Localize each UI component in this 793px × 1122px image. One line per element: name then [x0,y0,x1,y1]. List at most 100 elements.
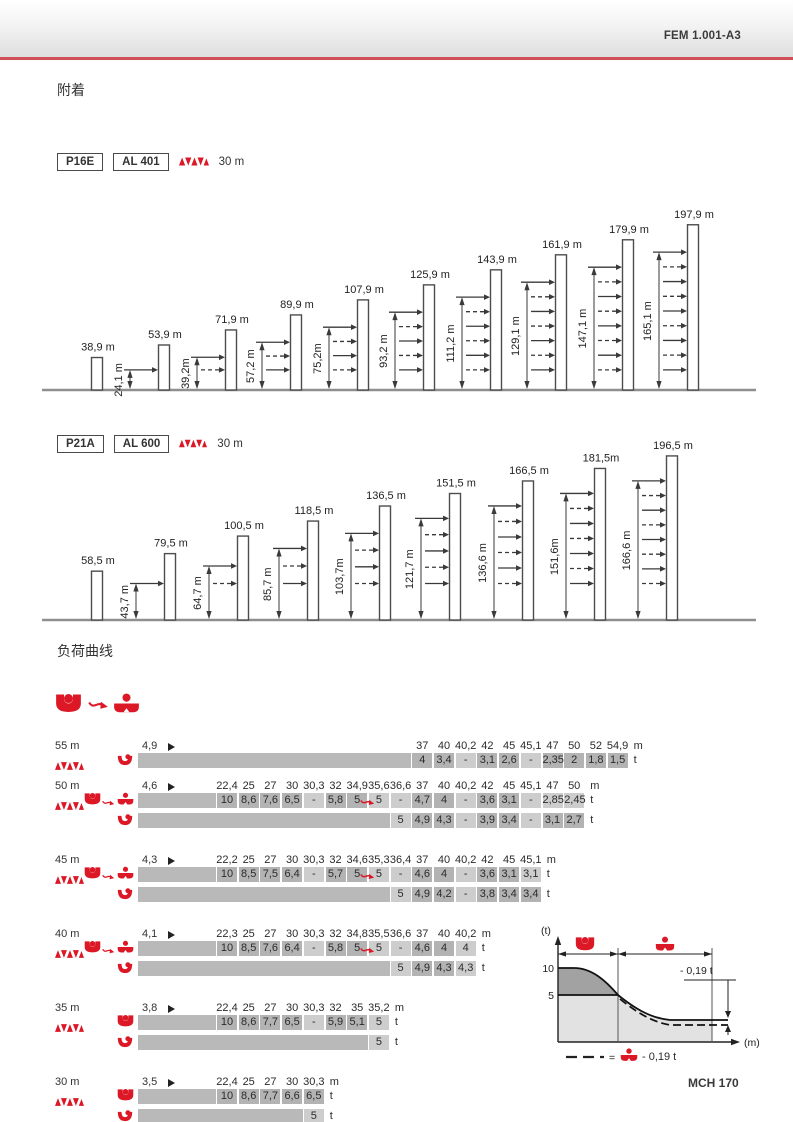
load-cell: 5,1 [347,1015,368,1030]
unit-load: t [481,942,485,954]
change-reeving-arrow-icon [360,873,375,879]
load-cell: - [303,941,324,956]
anchor-zigzag-icon [55,950,84,958]
load-cell: 5 [368,941,389,956]
radius-column-header: 32 [329,928,342,940]
trolley-2fall-icon [84,793,101,805]
anchor-zigzag-icon [179,439,208,448]
min-radius-value: 4,6 [142,780,158,792]
hook-icon [117,888,133,900]
radius-column-header: 22,3 [216,928,238,940]
unit-load: t [394,1016,398,1028]
unit-distance: m [481,928,491,940]
load-cell: 4,7 [412,793,433,808]
load-cell: 5 [390,813,411,828]
load-cell: 7,6 [260,793,281,808]
legend-equals: = [609,1052,615,1064]
anchor-height-label: 24,1 m [113,363,125,397]
trolley-4fall-icon [113,693,140,719]
radius-column-header: 36,6 [389,780,412,792]
tower [665,455,679,621]
radius-column-header: 37 [416,740,429,752]
unit-distance: m [394,1002,405,1014]
load-cell: 3,8 [477,887,498,902]
tower-height-label: 151,5 m [436,477,476,489]
unit-load: t [546,888,550,900]
unit-load: t [546,868,550,880]
radius-direction-icon [168,783,175,791]
mast-type-badge: AL 401 [113,153,169,171]
trolley-2fall-icon [56,694,81,712]
tower [378,505,392,621]
anchor-spacing-label: 30 m [218,156,245,168]
anchor-zigzag-icon [178,153,209,171]
tower [554,254,568,391]
load-cell: 3,4 [499,813,520,828]
anchor-height-label: 39,2m [180,358,192,389]
anchor-zigzag-icon [55,871,84,889]
header-rule [0,57,793,60]
load-cell: 5 [390,887,411,902]
radius-column-header: 50 [568,740,581,752]
load-bar [138,887,390,902]
load-curve-chart: (t) (m) 10 5 - 0,19 t = [528,918,778,1068]
load-cell: - [390,793,411,808]
load-cell: 4,3 [455,961,476,976]
trolley-4fall-icon [655,936,675,957]
load-cell: 2,7 [564,813,585,828]
radius-column-header: 30 [285,1002,299,1014]
load-cell: - [455,867,476,882]
anchor-height-label: 136,6 m [477,543,489,583]
change-reeving-arrow-icon [88,699,109,718]
load-cell: 5 [368,1035,389,1050]
radius-column-header: 30,3 [303,1076,325,1088]
radius-column-header: 32 [329,854,342,866]
unit-distance: m [329,1076,339,1088]
tower [448,492,462,621]
anchor-height-label: 165,1 m [642,301,654,341]
radius-column-header: 25 [242,854,255,866]
jib-length-label: 35 m [55,1002,80,1014]
radius-column-header: 34,8 [346,928,368,940]
tower [163,552,177,621]
load-cell: 2,85 [542,793,564,808]
load-bar [138,1089,216,1104]
crane-model-badge: P21A [57,435,104,453]
load-cell: 6,5 [303,1089,324,1104]
load-cell: 5,7 [325,867,346,882]
radius-column-header: 47 [546,740,559,752]
unit-distance: m [590,780,600,792]
anchor-zigzag-icon [55,1019,84,1037]
load-cell: 5 [368,867,389,882]
load-cell: - [520,753,541,768]
load-cell: - [303,793,324,808]
load-bar [138,1109,303,1122]
radius-column-header: 34,6 [346,854,368,866]
load-cell: 3,4 [434,753,454,768]
load-cell: 4,9 [412,813,433,828]
load-cell: 5 [368,793,389,808]
change-reeving-arrow-icon [360,869,375,887]
trolley-2fall-icon [55,693,82,719]
radius-column-header: 30 [285,928,299,940]
hook-icon [117,1036,133,1048]
attachment-diagram-1: 38,9 m 24,1 m 53,9 m 39,2m 71,9 m 57,2 m 89,9 … [40,185,760,402]
load-cell: 3,4 [499,887,520,902]
radius-column-header: 37 [416,780,429,792]
load-bar [138,1035,368,1050]
anchor-height-label: 85,7 m [262,567,274,601]
radius-column-header: 40 [437,740,451,752]
radius-column-header: 30,3 [303,1002,325,1014]
crane-model-badge: P16E [57,153,104,171]
tower-height-label: 118,5 m [295,505,334,517]
jib-length-label: 50 m [55,780,80,792]
radius-column-header: 40 [437,854,451,866]
load-cell: 4,9 [412,961,433,976]
tower-height-label: 136,5 m [366,490,406,502]
min-radius-value: 3,5 [142,1076,158,1088]
trolley-2fall-icon [575,936,595,957]
load-bar [138,793,216,808]
radius-column-header: 40,2 [454,740,477,752]
radius-column-header: 50 [568,780,581,792]
